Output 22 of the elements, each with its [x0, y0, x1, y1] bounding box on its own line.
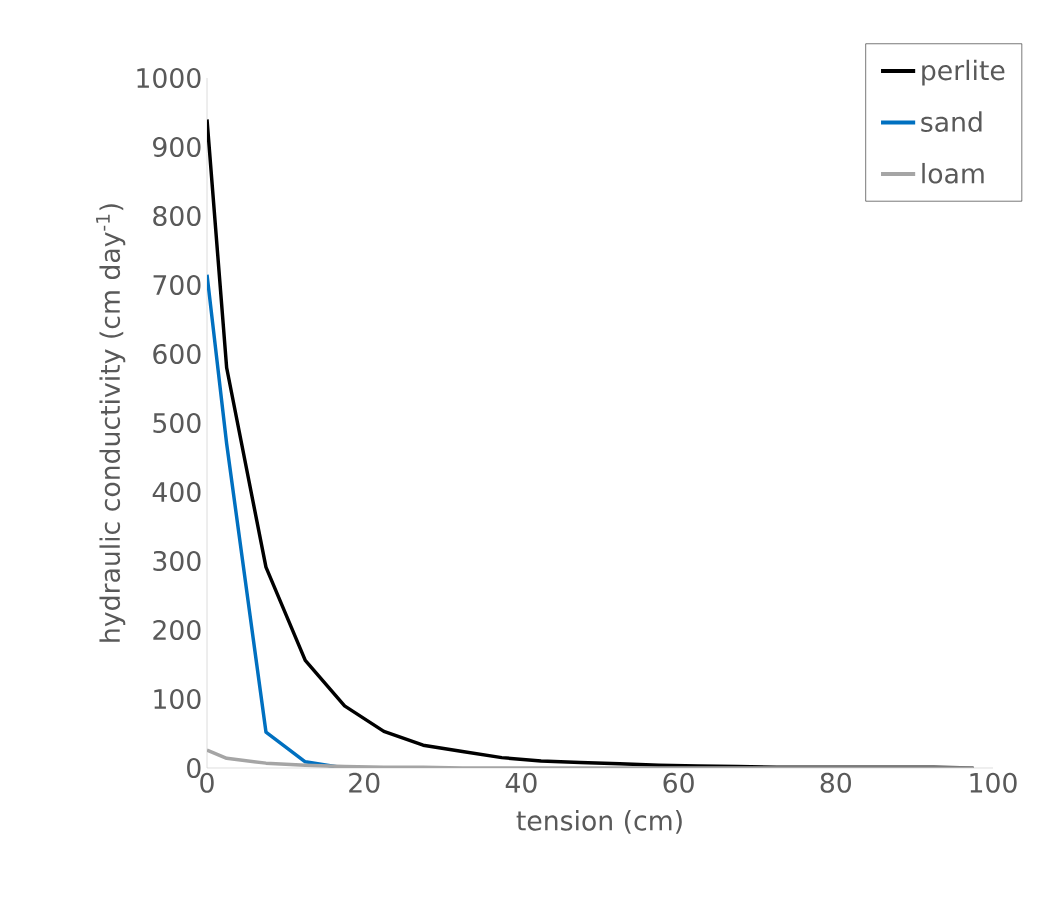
x-axis-title: tension (cm): [516, 810, 682, 834]
y-tick-label: 800: [153, 205, 201, 227]
x-tick-label: 60: [663, 772, 694, 793]
y-tick-label: 0: [187, 757, 201, 779]
y-tick-label: 500: [153, 412, 201, 434]
legend-label: loam: [922, 162, 984, 184]
y-tick-label: 100: [154, 688, 201, 710]
y-tick-label: 900: [153, 136, 201, 158]
x-tick-label: 80: [820, 772, 851, 793]
y-tick-label: 1000: [137, 67, 201, 89]
y-axis-title: hydraulic conductivity (cm day$^{-1}$): [96, 204, 126, 642]
legend-label: sand: [921, 111, 982, 132]
x-tick-label: 0: [200, 772, 214, 793]
y-tick-label: 400: [152, 481, 201, 503]
x-tick-label: 20: [349, 772, 380, 793]
x-tick-label: 40: [505, 772, 537, 793]
y-tick-label: 200: [153, 619, 201, 641]
legend-label: perlite: [922, 59, 1005, 86]
x-tick-label: 100: [970, 772, 1017, 793]
y-tick-label: 600: [153, 343, 201, 365]
y-tick-label: 300: [153, 550, 201, 572]
y-tick-label: 700: [153, 274, 201, 296]
